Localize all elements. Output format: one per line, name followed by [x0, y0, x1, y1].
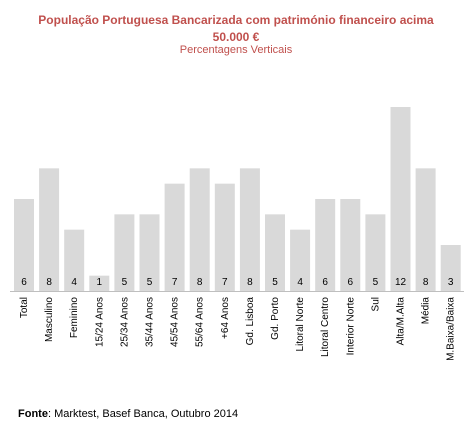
data-label-3: 1	[97, 277, 103, 288]
bar-8	[214, 183, 235, 291]
data-label-11: 4	[297, 277, 303, 288]
source-note: Fonte: Marktest, Basef Banca, Outubro 20…	[18, 408, 238, 420]
category-label-10: Gd. Porto	[270, 297, 281, 340]
bar-17	[440, 245, 461, 291]
bar-chart: 6 Total 8 Masculino 4 Feminino 1 15/24 Anos 5 25/…	[10, 107, 464, 361]
bar-13	[340, 199, 361, 291]
data-label-4: 5	[122, 277, 128, 288]
data-label-9: 8	[247, 277, 253, 288]
bar-1	[39, 168, 60, 291]
category-label-1: Masculino	[44, 297, 55, 342]
chart-title-line1: População Portuguesa Bancarizada com pat…	[38, 13, 434, 27]
bar-4	[114, 214, 135, 291]
source-text: : Marktest, Basef Banca, Outubro 2014	[47, 408, 239, 420]
bar-12	[315, 199, 336, 291]
category-label-17: M.Baixa/Baixa	[446, 297, 457, 361]
data-label-7: 8	[197, 277, 203, 288]
data-label-12: 6	[322, 277, 328, 288]
category-label-9: Gd. Lisboa	[245, 297, 256, 346]
data-label-8: 7	[222, 277, 228, 288]
bar-6	[164, 183, 185, 291]
category-label-12: Litoral Centro	[320, 297, 331, 357]
bar-0	[14, 199, 34, 291]
data-label-16: 8	[423, 277, 429, 288]
data-label-1: 8	[46, 277, 52, 288]
bar-11	[290, 229, 311, 291]
category-label-14: Sul	[370, 297, 381, 311]
data-label-10: 5	[272, 277, 278, 288]
bar-9	[239, 168, 260, 291]
category-label-2: Feminino	[69, 297, 80, 339]
data-label-17: 3	[448, 277, 454, 288]
source-label: Fonte	[18, 408, 48, 420]
chart-subtitle: Percentagens Verticais	[179, 44, 293, 56]
data-label-15: 12	[395, 277, 407, 288]
data-label-14: 5	[373, 277, 379, 288]
chart-title-line2: 50.000 €	[212, 30, 260, 44]
category-label-16: Média	[421, 297, 432, 325]
category-label-15: Alta/M.Alta	[396, 297, 407, 346]
data-label-6: 7	[172, 277, 178, 288]
category-label-4: 25/34 Anos	[119, 297, 130, 347]
bar-14	[365, 214, 386, 291]
data-label-5: 5	[147, 277, 153, 288]
data-label-2: 4	[71, 277, 77, 288]
data-label-13: 6	[348, 277, 354, 288]
category-label-8: +64 Anos	[220, 297, 231, 339]
data-label-0: 6	[21, 277, 27, 288]
bar-5	[139, 214, 160, 291]
category-label-6: 45/54 Anos	[170, 297, 181, 347]
category-label-3: 15/24 Anos	[94, 297, 105, 347]
category-label-11: Litoral Norte	[295, 297, 306, 352]
bar-10	[265, 214, 285, 291]
category-label-13: Interior Norte	[345, 297, 356, 356]
category-label-7: 55/64 Anos	[195, 297, 206, 347]
bar-2	[64, 229, 85, 291]
bar-16	[415, 168, 436, 291]
bar-7	[189, 168, 210, 291]
bar-3	[89, 275, 110, 291]
category-label-0: Total	[19, 297, 30, 318]
bar-15	[390, 107, 411, 291]
category-label-5: 35/44 Anos	[145, 297, 156, 347]
